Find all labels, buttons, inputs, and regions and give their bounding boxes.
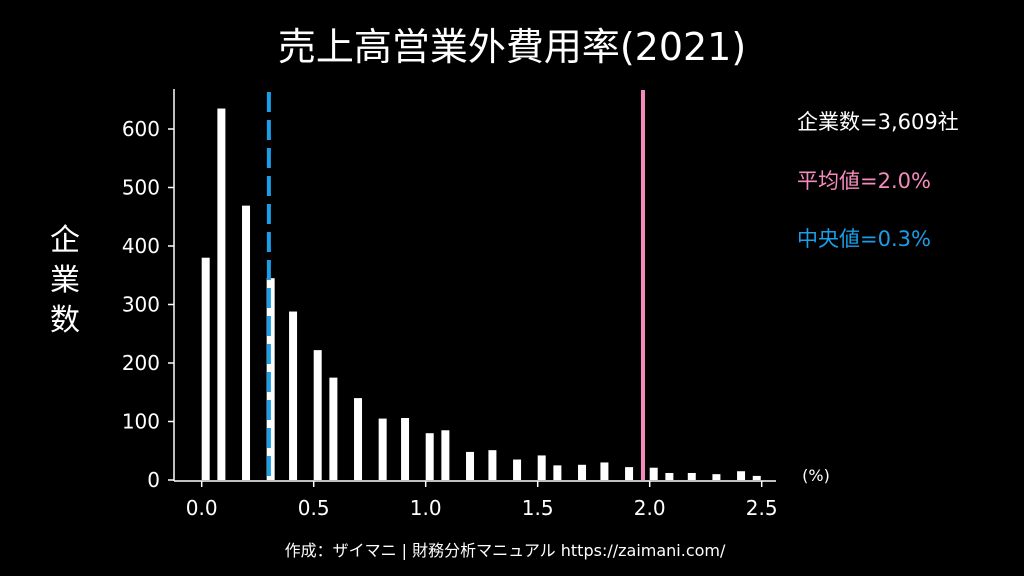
- x-tick-label: 1.5: [522, 496, 554, 520]
- histogram-bar: [649, 467, 658, 480]
- x-tick-label: 0.0: [186, 496, 218, 520]
- histogram-bar: [378, 418, 387, 480]
- histogram-bar: [752, 475, 761, 480]
- histogram-bar: [425, 433, 434, 480]
- median-label: 中央値=0.3%: [797, 227, 931, 251]
- histogram-bar: [401, 417, 410, 480]
- histogram-bar: [441, 430, 450, 480]
- histogram-bar: [329, 377, 338, 480]
- chart-title: 売上高営業外費用率(2021): [278, 25, 746, 69]
- histogram-bar: [553, 465, 562, 480]
- histogram-bar: [625, 467, 634, 480]
- x-tick-label: 0.5: [298, 496, 330, 520]
- x-tick-label: 1.0: [410, 496, 442, 520]
- count-label: 企業数=3,609社: [797, 110, 959, 134]
- y-tick-label: 200: [122, 351, 160, 375]
- x-axis-unit: (%): [802, 466, 830, 485]
- y-tick-label: 0: [147, 468, 160, 492]
- x-tick-label: 2.5: [746, 496, 778, 520]
- y-axis-label-char: 業: [50, 263, 80, 298]
- y-axis-label: 企業数: [50, 223, 80, 338]
- y-tick-label: 500: [122, 176, 160, 200]
- footer-credit: 作成：ザイマニ | 財務分析マニュアル https://zaimani.com/: [285, 541, 726, 560]
- histogram-bar: [313, 350, 322, 480]
- y-tick-label: 300: [122, 293, 160, 317]
- histogram-bar: [665, 472, 674, 480]
- histogram-bar: [289, 311, 298, 480]
- histogram-bar: [687, 472, 696, 480]
- histogram-bar: [537, 455, 546, 480]
- histogram-bar: [578, 464, 587, 480]
- histogram-bar: [488, 450, 497, 480]
- histogram-bar: [242, 205, 251, 480]
- mean-label: 平均値=2.0%: [797, 169, 931, 193]
- y-axis-label-char: 数: [50, 303, 80, 338]
- histogram-bar: [513, 459, 522, 480]
- histogram-bar: [712, 474, 721, 480]
- y-tick-label: 100: [122, 410, 160, 434]
- y-tick-label: 400: [122, 234, 160, 258]
- y-axis-label-char: 企: [50, 223, 80, 258]
- histogram-bar: [737, 471, 746, 480]
- y-tick-label: 600: [122, 117, 160, 141]
- histogram-bar: [201, 257, 210, 480]
- histogram-bar: [354, 398, 363, 480]
- histogram-bar: [217, 108, 226, 481]
- histogram-bar: [466, 451, 475, 480]
- x-tick-label: 2.0: [634, 496, 666, 520]
- histogram-bar: [600, 462, 609, 480]
